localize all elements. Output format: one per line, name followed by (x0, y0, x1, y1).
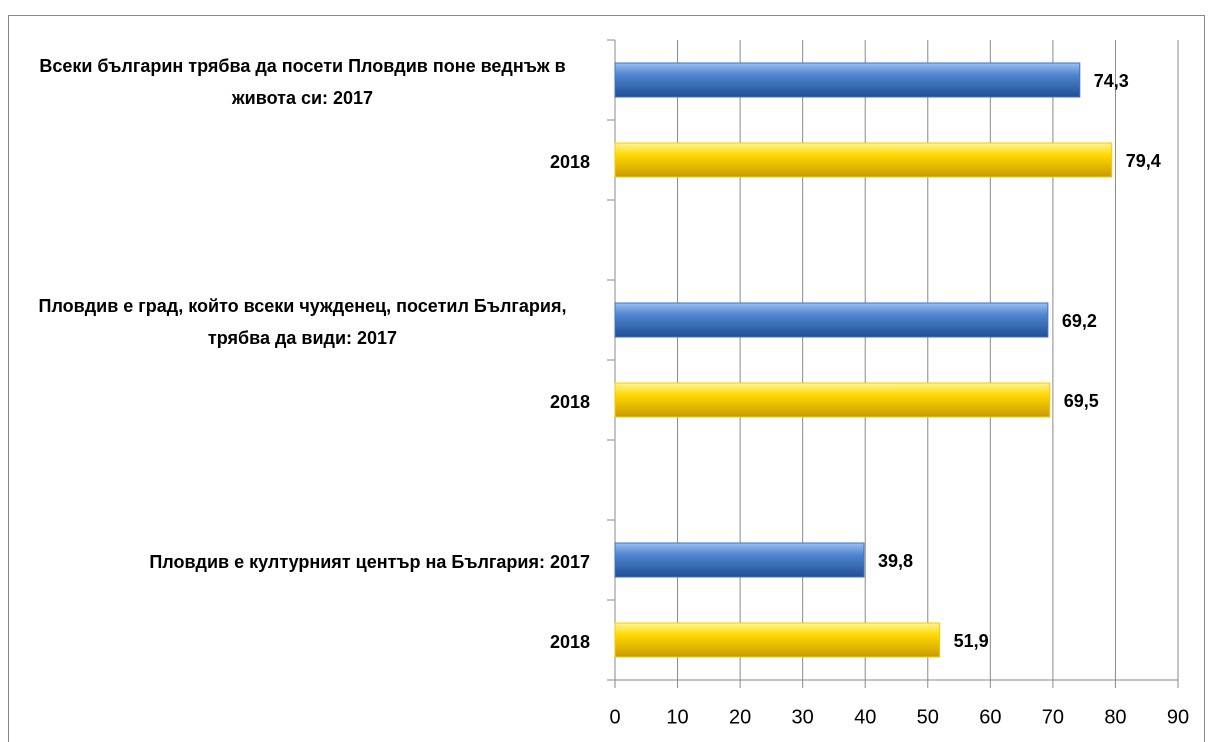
category-label-box: 2018 (0, 362, 590, 442)
category-label-box: 2018 (0, 122, 590, 202)
value-label: 69,2 (1062, 311, 1097, 331)
category-label-box: 2018 (0, 602, 590, 682)
bar (614, 62, 1081, 98)
bar (614, 302, 1049, 338)
x-tick-label: 50 (917, 706, 939, 728)
bar (614, 142, 1113, 178)
value-label: 51,9 (954, 631, 989, 651)
x-tick-label: 70 (1042, 706, 1064, 728)
x-tick-label: 90 (1167, 706, 1189, 728)
category-label-box: Всеки българин трябва да посети Пловдив … (0, 42, 590, 122)
x-tick-label: 20 (729, 706, 751, 728)
category-label: 2018 (549, 152, 590, 172)
value-label: 74,3 (1094, 71, 1129, 91)
category-label: Пловдив е град, който всеки чужденец, по… (38, 296, 567, 348)
category-label: Пловдив е културният център на България:… (149, 552, 590, 572)
bar (614, 382, 1051, 418)
category-label: Всеки българин трябва да посети Пловдив … (39, 56, 566, 108)
chart-frame (8, 15, 1205, 742)
value-label: 69,5 (1064, 391, 1099, 411)
x-tick-label: 30 (792, 706, 814, 728)
category-label-box: Пловдив е град, който всеки чужденец, по… (0, 282, 590, 362)
x-tick-label: 80 (1104, 706, 1126, 728)
x-tick-label: 60 (979, 706, 1001, 728)
category-label: 2018 (549, 632, 590, 652)
value-label: 79,4 (1126, 151, 1161, 171)
x-tick-label: 10 (666, 706, 688, 728)
value-label: 39,8 (878, 551, 913, 571)
category-label: 2018 (549, 392, 590, 412)
bar (614, 542, 865, 578)
category-label-box: Пловдив е културният център на България:… (0, 522, 590, 602)
x-tick-label: 0 (609, 706, 620, 728)
bar (614, 622, 941, 658)
x-tick-label: 40 (854, 706, 876, 728)
